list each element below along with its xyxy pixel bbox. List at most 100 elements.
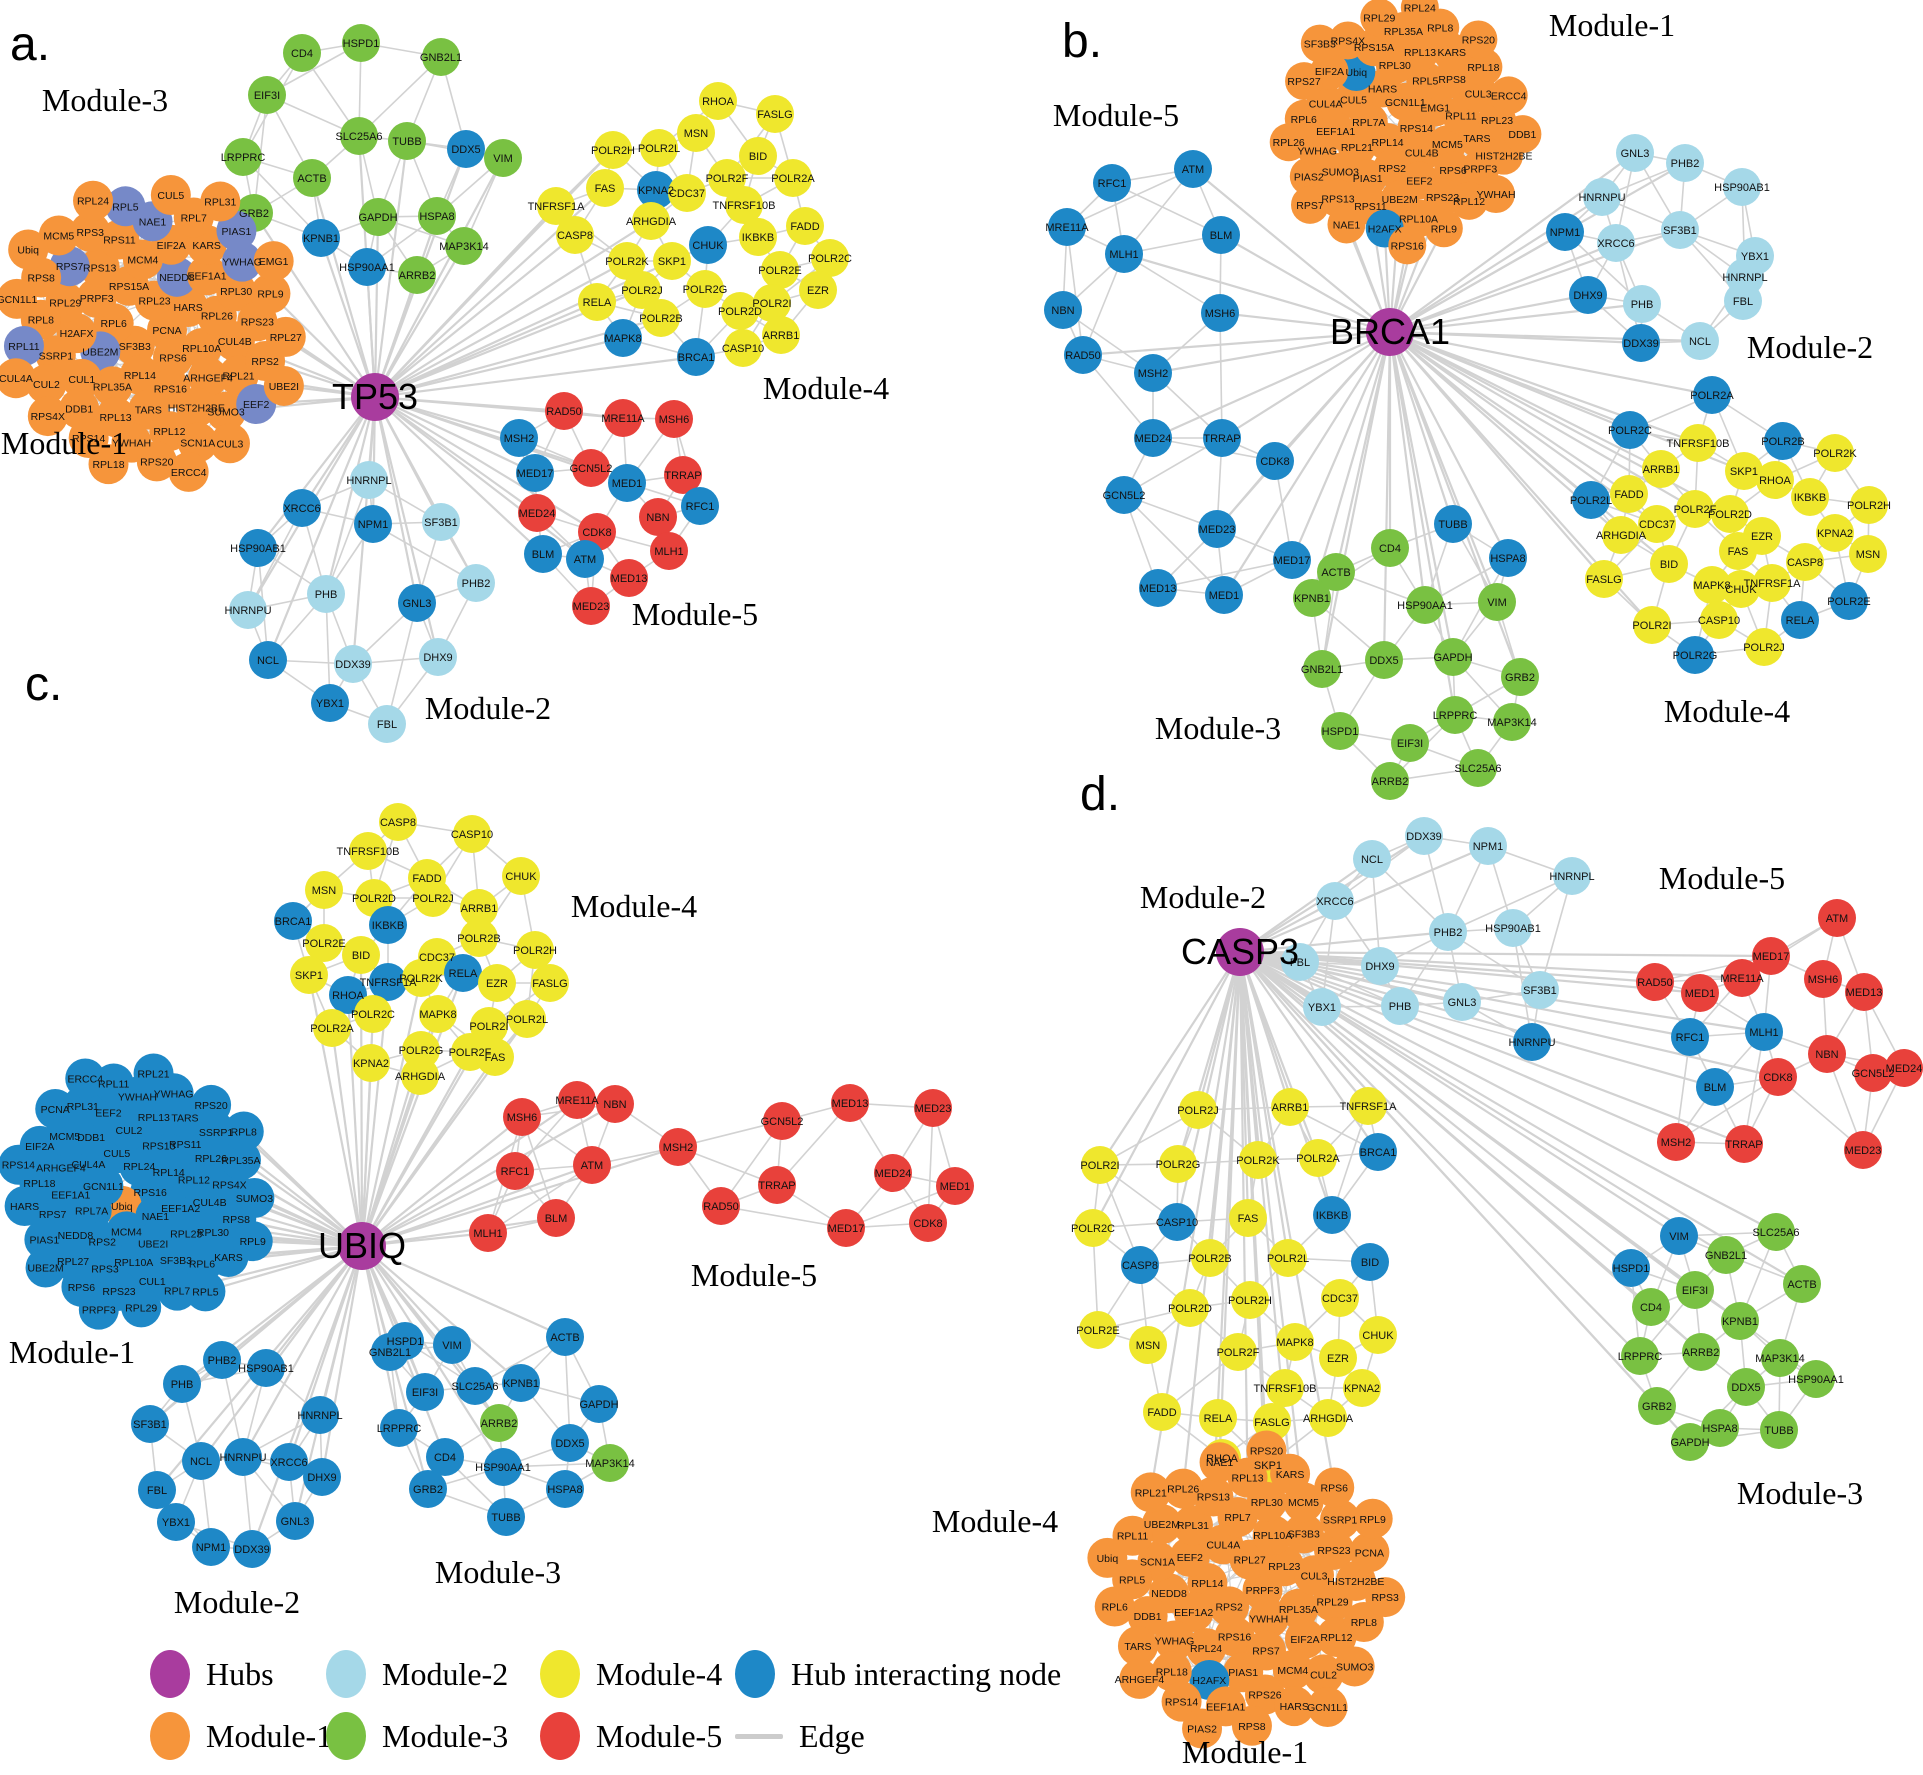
node-RPL9 [232, 1221, 273, 1262]
node-label: PHB2 [462, 578, 491, 590]
node-label: DDB1 [65, 404, 93, 416]
node-label: PIAS2 [1294, 171, 1324, 183]
node-label: SUMO3 [1322, 167, 1360, 179]
node-label: Ubiq [111, 1201, 133, 1213]
node-EMG1 [253, 241, 294, 282]
node-label: FAS [1728, 546, 1749, 558]
edge [1066, 168, 1194, 228]
node-POLR2I [470, 1007, 508, 1045]
node-label: EIF3I [1682, 1285, 1708, 1297]
edge [1539, 875, 1573, 991]
node-MCM4 [1272, 1649, 1313, 1690]
node-RPS20 [1246, 1430, 1287, 1471]
node-NBN [1808, 1035, 1846, 1073]
node-HSPD1 [386, 1322, 424, 1360]
node-label: RPL31 [67, 1101, 99, 1113]
node-MED23 [1198, 510, 1236, 548]
node-XRCC6 [1597, 224, 1635, 262]
node-POLR2I [1081, 1146, 1119, 1184]
node-label: SCN1A [1140, 1556, 1175, 1568]
node-label: HSP90AB1 [1485, 923, 1541, 935]
edge [1238, 951, 1305, 1503]
node-label: RPL35A [1384, 26, 1423, 38]
node-label: RPL18 [1156, 1666, 1188, 1678]
node-label: POLR2A [771, 173, 815, 185]
node-label: MED13 [1140, 583, 1177, 595]
node-label: POLR2F [706, 173, 749, 185]
node-label: CDK8 [913, 1218, 942, 1230]
node-KPNA2 [1343, 1369, 1381, 1407]
node-TRRAP [1203, 419, 1241, 457]
node-GAPDH [359, 198, 397, 236]
nodes-layer [0, 803, 974, 1568]
node-MSH2 [500, 419, 538, 457]
edge [1176, 951, 1242, 1165]
legend-item-module-1: Module-1 [150, 1712, 332, 1760]
node-label: CUL5 [157, 190, 184, 202]
module-1-swatch [150, 1712, 190, 1760]
node-label: RPS4X [1331, 35, 1365, 47]
node-MED17 [1273, 541, 1311, 579]
node-label: GAPDH [1433, 652, 1472, 664]
node-label: POLR2H [1228, 1295, 1272, 1307]
edge [927, 1107, 934, 1224]
node-label: CD4 [1379, 543, 1401, 555]
node-label: TARS [135, 405, 162, 417]
node-label: RPL13 [1231, 1473, 1263, 1485]
node-IKBKB [739, 218, 777, 256]
node-label: FASLG [532, 978, 567, 990]
panel-d: DDX39 NPM1 NCL XRCC6 HNRNPL PHB2 HSP90AB1 FBL DH… [932, 768, 1923, 1770]
node-label: PCNA [152, 325, 181, 337]
node-MSH2 [1657, 1123, 1695, 1161]
node-label: GRB2 [239, 208, 269, 220]
node-label: RFC1 [1098, 178, 1127, 190]
edge [361, 1103, 616, 1247]
node-label: RPS3 [91, 1263, 119, 1275]
node-label: RPS6 [68, 1282, 96, 1294]
edge [324, 396, 377, 595]
node-RAD50 [1064, 336, 1102, 374]
edge [374, 245, 465, 398]
node-YBX1 [311, 684, 349, 722]
node-label: HSP90AA1 [1788, 1374, 1844, 1386]
edge [240, 1159, 363, 1247]
node-label: NPM1 [358, 519, 389, 531]
node-label: RPL21 [1135, 1487, 1167, 1499]
node-PHB2 [1429, 913, 1467, 951]
node-FBL [368, 705, 406, 743]
edge [1099, 951, 1241, 1166]
node-VIM [433, 1326, 471, 1364]
edge [1219, 312, 1223, 439]
node-label: RPL30 [1251, 1497, 1283, 1509]
node-label: ACTB [297, 173, 326, 185]
node-MED24 [1885, 1049, 1923, 1087]
edge [346, 994, 364, 1247]
node-label: NCL [1361, 854, 1383, 866]
node-CASP8 [1786, 543, 1824, 581]
node-label: ARRB2 [1683, 1347, 1720, 1359]
module-label: Module-2 [1140, 879, 1266, 915]
node-label: MED23 [1199, 524, 1236, 536]
node-label: RPS8 [27, 272, 55, 284]
node-label: RPL26 [201, 311, 233, 323]
panel-a: CD4 HSPD1 GNB2L1 EIF3I SLC25A6 TUBB DDX5 VIM LRP… [0, 18, 889, 743]
node-label: SKP1 [1254, 1460, 1282, 1472]
node-label: PHB2 [1434, 927, 1463, 939]
edge [374, 396, 538, 514]
node-label: RPL21 [1341, 142, 1373, 154]
node-MED13 [831, 1084, 869, 1122]
node-MAP3K14 [445, 227, 483, 265]
node-RPL5 [1406, 61, 1445, 100]
node-RPL29 [121, 1287, 162, 1328]
node-label: NEDD8 [58, 1230, 94, 1242]
node-DDX5 [447, 130, 485, 168]
node-label: FAS [595, 183, 616, 195]
node-label: TNFRSF1A [1744, 578, 1802, 590]
node-label: PIAS1 [222, 226, 252, 238]
edge [1239, 950, 1716, 1089]
hub-label: CASP3 [1181, 931, 1299, 972]
node-label: MED17 [828, 1223, 865, 1235]
node-label: BLM [1704, 1082, 1727, 1094]
node-label: LRPPRC [377, 1423, 422, 1435]
node-label: POLR2D [718, 306, 762, 318]
